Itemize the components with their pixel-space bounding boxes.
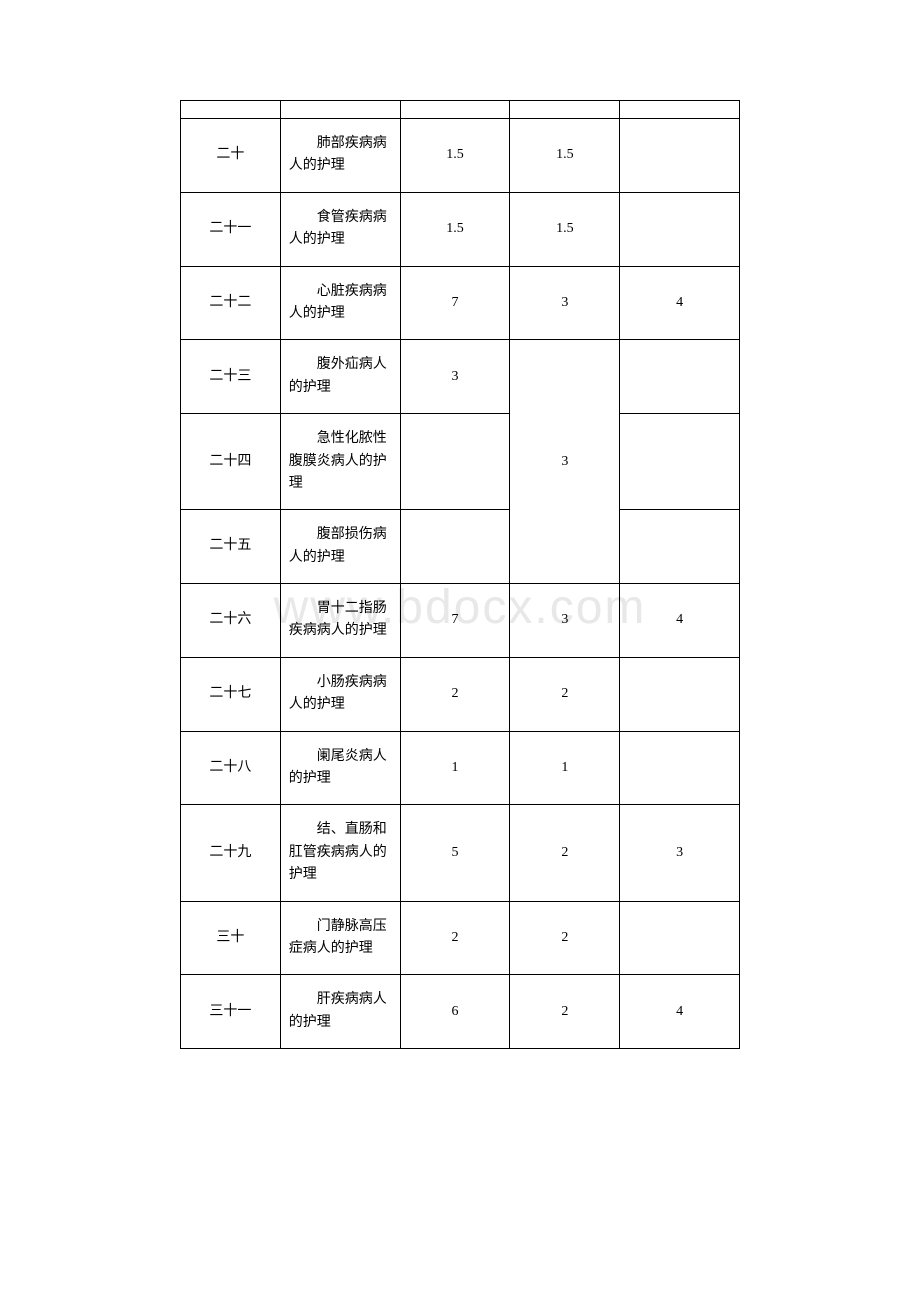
table-row: 二十四 急性化脓性腹膜炎病人的护理 [181,414,740,510]
cell-hours3: 4 [620,266,740,340]
table-body: 二十 肺部疾病病人的护理 1.5 1.5 二十一 食管疾病病人的护理 1.5 1… [181,101,740,1049]
cell-hours1: 7 [400,266,510,340]
curriculum-table: 二十 肺部疾病病人的护理 1.5 1.5 二十一 食管疾病病人的护理 1.5 1… [180,100,740,1049]
cell-hours2: 3 [510,266,620,340]
table-row: 三十一 肝疾病病人的护理 6 2 4 [181,975,740,1049]
cell-topic: 阑尾炎病人的护理 [280,731,400,805]
cell-topic: 门静脉高压症病人的护理 [280,901,400,975]
cell-hours3 [620,510,740,584]
cell-chapter: 二十七 [181,657,281,731]
cell-hours1: 7 [400,584,510,658]
cell-hours2: 2 [510,975,620,1049]
cell-hours2: 2 [510,805,620,901]
cell-hours3 [620,101,740,119]
cell-hours1 [400,414,510,510]
table-row: 二十八 阑尾炎病人的护理 1 1 [181,731,740,805]
cell-topic: 肝疾病病人的护理 [280,975,400,1049]
table-row: 二十七 小肠疾病病人的护理 2 2 [181,657,740,731]
cell-chapter: 三十一 [181,975,281,1049]
cell-topic: 胃十二指肠疾病病人的护理 [280,584,400,658]
cell-chapter: 三十 [181,901,281,975]
cell-hours3: 4 [620,584,740,658]
table-row: 二十二 心脏疾病病人的护理 7 3 4 [181,266,740,340]
table-row: 二十九 结、直肠和肛管疾病病人的护理 5 2 3 [181,805,740,901]
cell-hours3 [620,192,740,266]
cell-topic: 腹部损伤病人的护理 [280,510,400,584]
cell-topic: 腹外疝病人的护理 [280,340,400,414]
cell-hours2: 3 [510,584,620,658]
cell-hours1: 6 [400,975,510,1049]
cell-hours3 [620,731,740,805]
cell-hours2: 1.5 [510,119,620,193]
cell-topic: 心脏疾病病人的护理 [280,266,400,340]
cell-topic: 肺部疾病病人的护理 [280,119,400,193]
cell-hours1: 1 [400,731,510,805]
cell-hours3 [620,657,740,731]
table-row: 二十六 胃十二指肠疾病病人的护理 7 3 4 [181,584,740,658]
cell-hours1: 5 [400,805,510,901]
cell-hours1 [400,101,510,119]
cell-hours3 [620,340,740,414]
cell-hours1: 1.5 [400,192,510,266]
cell-chapter: 二十九 [181,805,281,901]
cell-hours1: 2 [400,657,510,731]
table-row: 二十 肺部疾病病人的护理 1.5 1.5 [181,119,740,193]
cell-hours3 [620,414,740,510]
cell-hours3: 3 [620,805,740,901]
cell-chapter: 二十 [181,119,281,193]
cell-hours1: 2 [400,901,510,975]
cell-chapter: 二十二 [181,266,281,340]
cell-hours1 [400,510,510,584]
cell-hours2: 1 [510,731,620,805]
cell-topic: 急性化脓性腹膜炎病人的护理 [280,414,400,510]
cell-topic: 食管疾病病人的护理 [280,192,400,266]
cell-chapter: 二十一 [181,192,281,266]
table-row: 二十一 食管疾病病人的护理 1.5 1.5 [181,192,740,266]
table-row: 二十三 腹外疝病人的护理 3 3 [181,340,740,414]
cell-topic: 小肠疾病病人的护理 [280,657,400,731]
table-row [181,101,740,119]
cell-hours3 [620,119,740,193]
cell-hours1: 1.5 [400,119,510,193]
curriculum-table-container: 二十 肺部疾病病人的护理 1.5 1.5 二十一 食管疾病病人的护理 1.5 1… [180,100,740,1049]
cell-hours3: 4 [620,975,740,1049]
cell-chapter: 二十五 [181,510,281,584]
cell-topic: 结、直肠和肛管疾病病人的护理 [280,805,400,901]
cell-hours1: 3 [400,340,510,414]
cell-chapter: 二十四 [181,414,281,510]
cell-hours2: 2 [510,901,620,975]
cell-chapter [181,101,281,119]
cell-hours2-merged: 3 [510,340,620,584]
cell-hours2 [510,101,620,119]
cell-hours2: 2 [510,657,620,731]
cell-hours3 [620,901,740,975]
cell-chapter: 二十八 [181,731,281,805]
cell-topic [280,101,400,119]
cell-hours2: 1.5 [510,192,620,266]
cell-chapter: 二十三 [181,340,281,414]
cell-chapter: 二十六 [181,584,281,658]
table-row: 二十五 腹部损伤病人的护理 [181,510,740,584]
table-row: 三十 门静脉高压症病人的护理 2 2 [181,901,740,975]
